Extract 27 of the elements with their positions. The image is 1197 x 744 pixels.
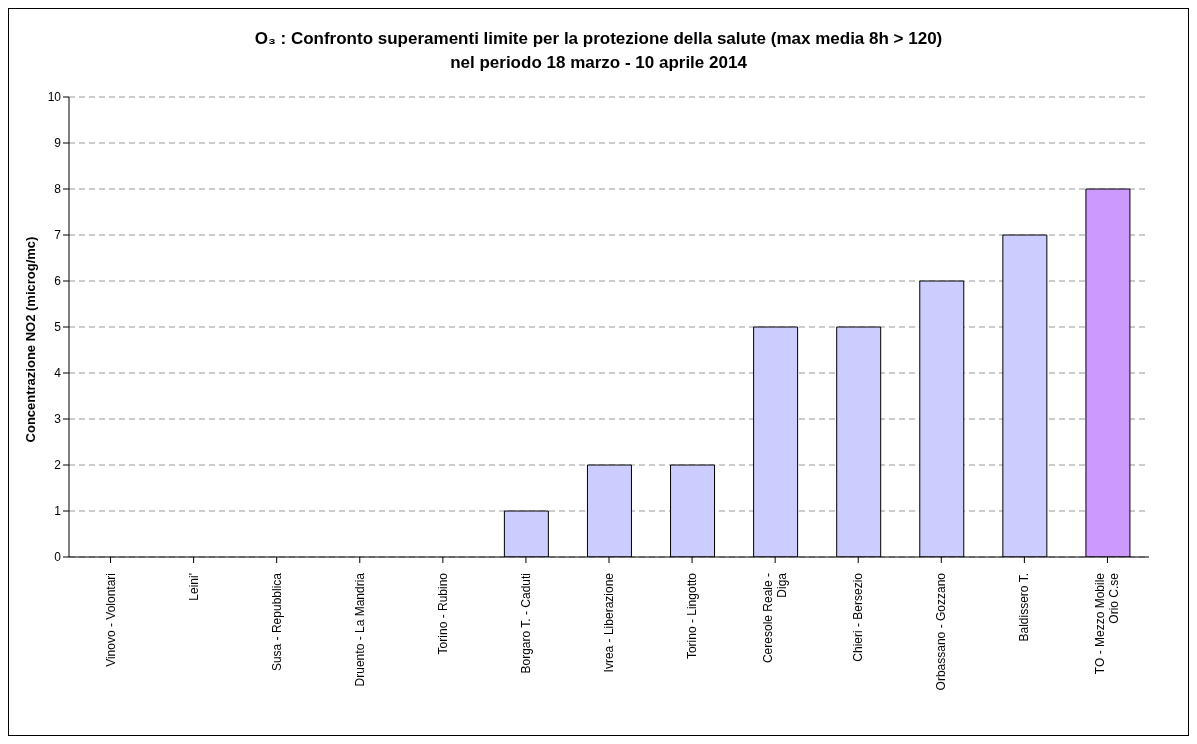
y-tick-label: 5: [54, 320, 62, 335]
y-tick-label: 4: [54, 366, 62, 381]
y-tick-label: 2: [54, 458, 62, 473]
y-tick-label: 6: [54, 274, 62, 289]
x-tick-label: Vinovo - Volontari: [103, 573, 118, 667]
x-tick-label: Chieri - Bersezio: [851, 572, 866, 662]
x-tick-label: Leini': [186, 573, 201, 601]
x-tick-label: Orbassano - Gozzano: [934, 572, 949, 691]
y-tick-label: 7: [54, 228, 62, 243]
y-tick-label: 9: [54, 136, 62, 151]
x-tick-label: Susa - Repubblica: [269, 572, 284, 672]
y-tick-label: 0: [54, 550, 62, 565]
y-axis-title: Concentrazione NO2 (microg/mc): [23, 236, 39, 442]
x-tick-label: TO - Mezzo Mobile Orio C.se: [1093, 572, 1122, 675]
y-tick-label: 1: [54, 504, 62, 519]
chart-title: O₃ : Confronto superamenti limite per la protezione della salute (max media 8h > 120): [253, 28, 944, 50]
x-tick-label: Druento - La Mandria: [352, 572, 367, 687]
x-tick-label: Torino - Lingotto: [685, 572, 700, 660]
x-tick-label: Torino - Rubino: [435, 572, 450, 655]
x-tick-label: Baldissero T.: [1017, 573, 1032, 642]
y-tick-label: 10: [47, 90, 62, 105]
x-tick-label: Ivrea - Liberazione: [602, 572, 616, 673]
x-tick-label: Borgaro T. - Caduti: [518, 573, 533, 674]
chart-subtitle: nel periodo 18 marzo - 10 aprile 2014: [449, 52, 748, 74]
y-tick-label: 3: [54, 412, 62, 427]
y-tick-label: 8: [54, 182, 62, 197]
x-tick-label: Ceresole Reale - Diga: [761, 572, 790, 664]
